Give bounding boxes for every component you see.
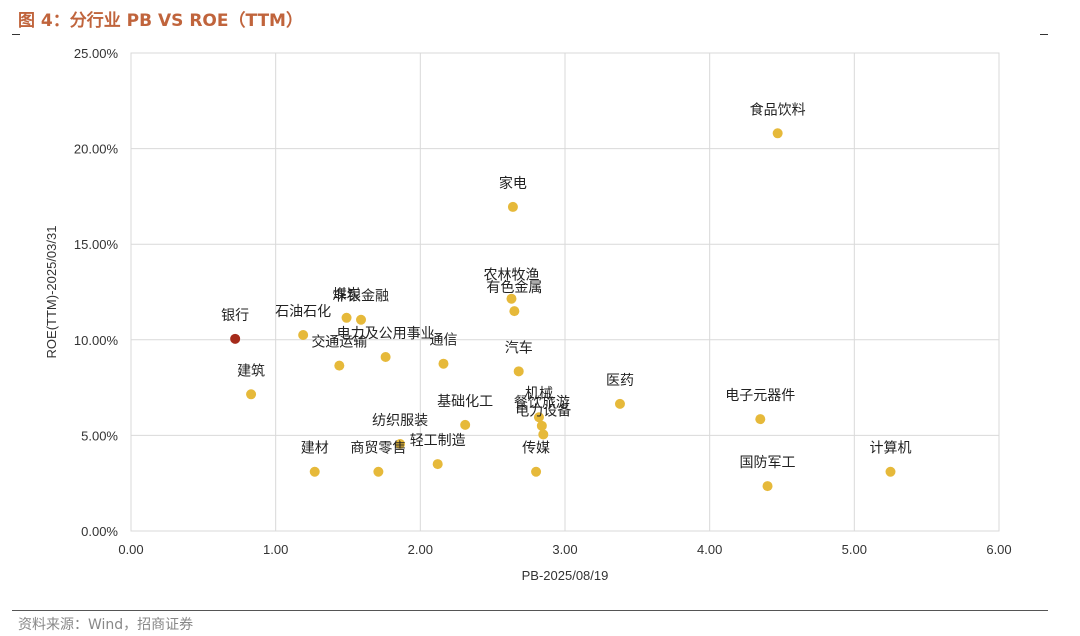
data-point-17 [533, 412, 544, 423]
point-label-1: 建筑 [237, 363, 265, 379]
data-point-22 [772, 128, 783, 139]
point-label-13: 家电 [499, 175, 527, 192]
data-point-21 [614, 398, 625, 409]
data-point-16 [513, 366, 524, 377]
y-tick-label: 25.00% [74, 46, 119, 61]
point-label-2: 石油石化 [275, 304, 331, 320]
x-axis-label: PB-2025/08/19 [522, 568, 609, 583]
tick-labels: 0.00 1.00 2.00 3.00 4.00 5.00 6.00 0.00% 5.00% 10… [74, 46, 1012, 557]
source-note: 资料来源：Wind，招商证券 [18, 617, 194, 633]
y-axis-label: ROE(TTM)-2025/03/31 [44, 226, 59, 359]
data-point-11 [432, 459, 443, 470]
data-point-7 [438, 358, 449, 369]
data-point-5 [334, 360, 345, 371]
data-point-13 [507, 201, 518, 212]
data-point-20 [531, 466, 542, 477]
point-label-16: 汽车 [505, 339, 533, 356]
y-tick-label: 0.00% [81, 524, 118, 539]
data-point-14 [506, 293, 517, 304]
y-tick-label: 5.00% [81, 428, 118, 443]
x-tick-label: 2.00 [408, 542, 433, 557]
figure-title: 图 4：分行业 PB VS ROE（TTM） [18, 11, 303, 31]
x-tick-label: 6.00 [986, 542, 1011, 557]
y-tick-label: 15.00% [74, 237, 119, 252]
y-tick-label: 10.00% [74, 333, 119, 348]
data-point-23 [755, 414, 766, 425]
bottom-rule [12, 610, 1048, 611]
x-tick-label: 3.00 [552, 542, 577, 557]
point-label-6: 电力及公用事业 [337, 326, 435, 342]
point-label-8: 建材 [301, 441, 329, 457]
plot-frame [130, 52, 1000, 532]
point-label-10: 纺织服装 [372, 413, 428, 429]
point-label-23: 电子元器件 [725, 388, 795, 404]
point-label-20: 传媒 [522, 441, 550, 457]
point-label-14: 农林牧渔 [483, 268, 539, 284]
data-point-9 [373, 466, 384, 477]
point-label-24: 国防军工 [740, 455, 796, 471]
grid-lines [130, 52, 1000, 532]
data-point-24 [762, 481, 773, 492]
top-rule-left [12, 34, 20, 35]
data-point-25 [885, 466, 896, 477]
data-point-12 [460, 419, 471, 430]
data-points [230, 128, 896, 492]
point-label-21: 医药 [606, 373, 634, 389]
data-point-2 [298, 330, 309, 341]
x-tick-label: 4.00 [697, 542, 722, 557]
point-label-18: 餐饮旅游 [514, 395, 570, 411]
data-point-0 [230, 333, 241, 344]
data-point-8 [309, 466, 320, 477]
x-tick-label: 5.00 [842, 542, 867, 557]
point-label-9: 商贸零售 [350, 441, 406, 457]
x-tick-label: 0.00 [118, 542, 143, 557]
point-label-11: 轻工制造 [410, 433, 466, 449]
point-label-17: 机械 [525, 386, 553, 402]
data-point-10 [395, 439, 406, 450]
data-point-18 [536, 420, 547, 431]
point-label-25: 计算机 [870, 441, 912, 457]
data-point-1 [246, 389, 257, 400]
point-label-15: 有色金属 [486, 279, 542, 296]
point-label-5: 交通运输 [311, 334, 367, 351]
data-point-15 [509, 306, 520, 317]
top-rule-right [1040, 34, 1048, 35]
point-label-4: 煤炭 [333, 287, 361, 303]
data-point-3 [356, 314, 367, 325]
x-tick-label: 1.00 [263, 542, 288, 557]
point-label-3: 非银金融 [333, 289, 389, 305]
point-label-12: 基础化工 [437, 393, 493, 410]
point-label-19: 电力设备 [515, 402, 571, 419]
data-point-19 [538, 429, 549, 440]
point-label-7: 通信 [429, 333, 457, 349]
data-point-6 [380, 352, 391, 363]
point-label-22: 食品饮料 [750, 101, 806, 118]
data-point-4 [341, 312, 352, 323]
y-tick-label: 20.00% [74, 142, 119, 157]
point-label-0: 银行 [221, 308, 249, 324]
scatter-chart: 0.00 1.00 2.00 3.00 4.00 5.00 6.00 0.00% 5.00% 10… [44, 46, 1012, 583]
